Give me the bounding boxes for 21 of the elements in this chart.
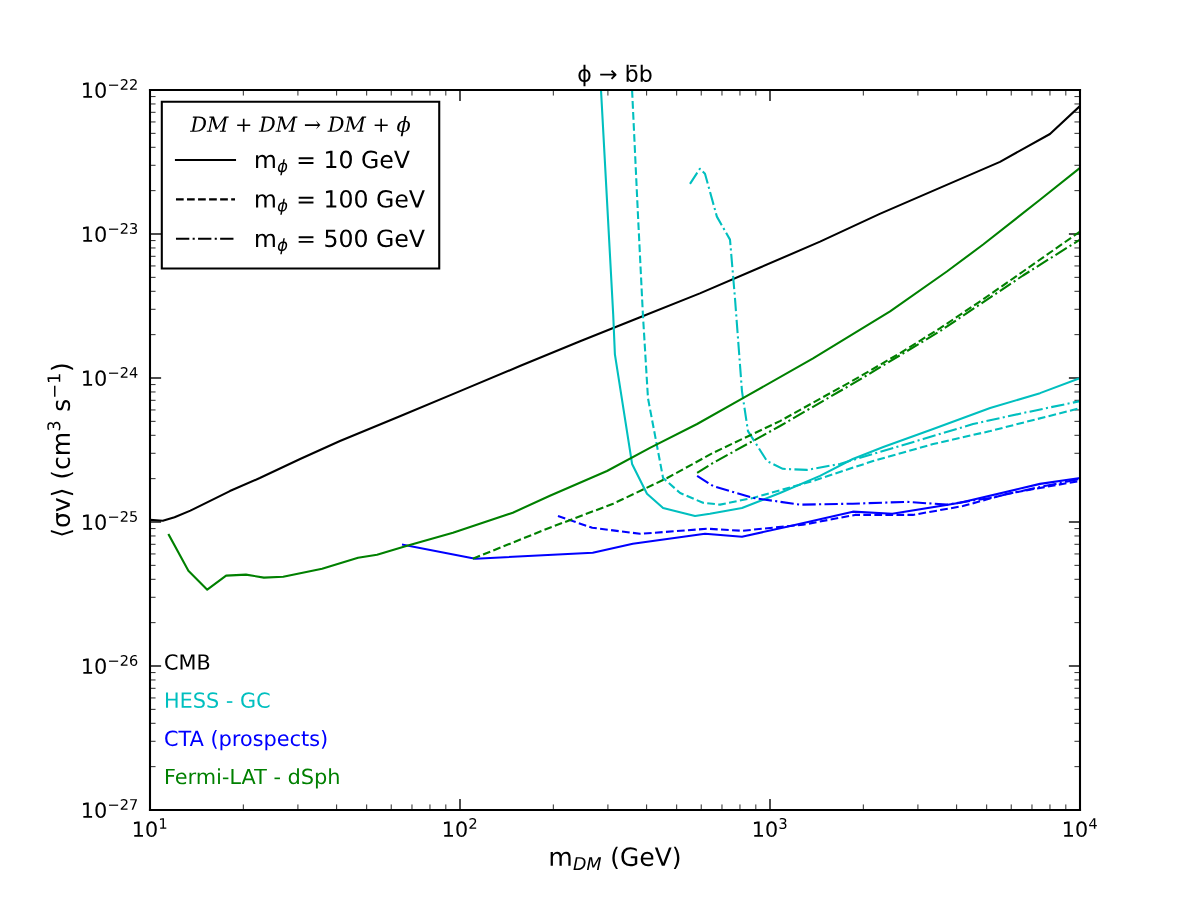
annotation: m$_{ϕ}$ = 500 GeV (256, 229, 425, 255)
text: HESS - GC (165, 692, 270, 709)
annotation: m$_{ϕ}$ = 100 GeV (256, 189, 425, 215)
y-tick-label: 10$^{−27}$ (83, 798, 137, 819)
x-tick-label: 10$^{2}$ (443, 817, 477, 838)
chart-title: ϕ → b̄b (578, 64, 652, 87)
y-tick-label: 10$^{−25}$ (83, 510, 137, 531)
annotation: m$_{ϕ}$ = 10 GeV (256, 150, 410, 176)
x-tick-label: 10$^{1}$ (133, 818, 167, 838)
y-tick-label: 10$^{−24}$ (83, 366, 138, 387)
text: CMB (165, 654, 210, 670)
y-tick-label: 10$^{−22}$ (83, 78, 137, 99)
legend-title: DM + DM → DM + ϕ (190, 115, 410, 137)
y-tick-label: 10$^{−23}$ (83, 222, 138, 243)
text: CTA (prospects) (165, 730, 327, 751)
y-tick-label: 10$^{−26}$ (83, 654, 138, 675)
text: Fermi-LAT - dSph (165, 768, 339, 789)
y-axis-title: ⟨σv⟩ (cm$^{3}$ s$^{−1}$) (47, 364, 74, 536)
x-axis-title: m$_{DM}$ (GeV) (550, 846, 680, 870)
x-tick-label: 10$^{4}$ (1063, 818, 1097, 838)
x-tick-label: 10$^{3}$ (753, 817, 787, 838)
